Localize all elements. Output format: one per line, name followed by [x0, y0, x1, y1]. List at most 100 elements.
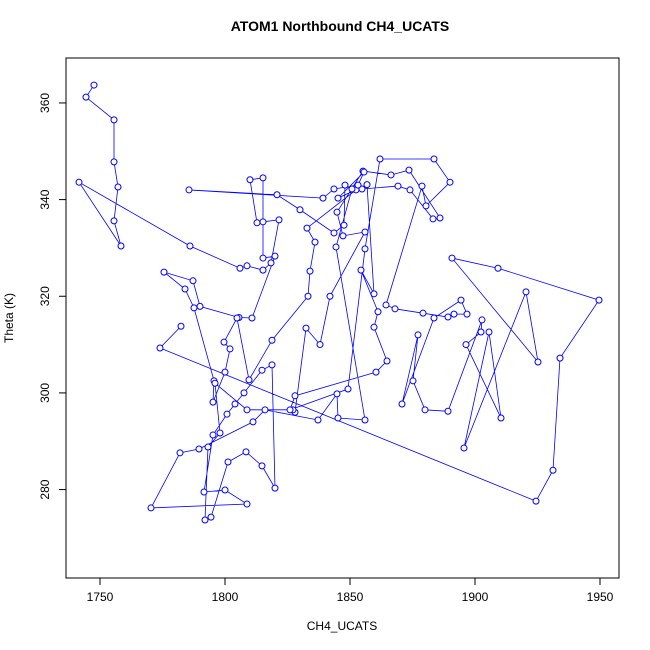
data-point: [326, 292, 334, 300]
data-point: [372, 368, 380, 376]
data-point: [460, 444, 468, 452]
data-point: [196, 302, 204, 310]
data-point: [271, 484, 279, 492]
data-point: [243, 500, 251, 508]
y-tick-label: 360: [38, 93, 52, 113]
data-point: [221, 486, 229, 494]
data-point: [497, 414, 505, 422]
data-point: [532, 497, 540, 505]
data-point: [333, 390, 341, 398]
data-point: [176, 449, 184, 457]
data-point: [376, 155, 384, 163]
data-point: [419, 309, 427, 317]
data-point: [275, 216, 283, 224]
data-point: [383, 357, 391, 365]
data-point: [549, 466, 557, 474]
data-point: [556, 354, 564, 362]
data-point: [147, 504, 155, 512]
data-point: [344, 385, 352, 393]
data-point: [195, 445, 203, 453]
data-point: [430, 314, 438, 322]
data-point: [450, 310, 458, 318]
data-point: [207, 513, 215, 521]
data-point: [334, 414, 342, 422]
data-point: [406, 186, 414, 194]
data-point: [444, 407, 452, 415]
data-point: [357, 266, 365, 274]
x-tick-label: 1850: [337, 590, 364, 604]
data-point: [414, 331, 422, 339]
data-point: [240, 389, 248, 397]
data-point: [304, 292, 312, 300]
data-point: [485, 328, 493, 336]
data-point: [394, 182, 402, 190]
data-point: [190, 304, 198, 312]
data-point: [534, 358, 542, 366]
data-point: [360, 168, 368, 176]
data-point: [242, 448, 250, 456]
data-point: [330, 229, 338, 237]
data-point: [201, 516, 209, 524]
data-point: [332, 243, 340, 251]
data-point: [185, 186, 193, 194]
data-point: [258, 366, 266, 374]
data-point: [224, 458, 232, 466]
data-point: [236, 264, 244, 272]
data-point: [223, 410, 231, 418]
x-tick-label: 1750: [87, 590, 114, 604]
data-point: [354, 181, 362, 189]
data-point: [258, 462, 266, 470]
y-axis-label: Theta (K): [2, 293, 16, 343]
data-point: [421, 406, 429, 414]
data-point: [259, 174, 267, 182]
data-point: [110, 158, 118, 166]
data-point: [457, 296, 465, 304]
chart-title: ATOM1 Northbound CH4_UCATS: [231, 18, 450, 34]
data-point: [303, 224, 311, 232]
data-line: [78, 84, 600, 521]
data-point: [361, 245, 369, 253]
y-tick-label: 340: [38, 189, 52, 209]
y-tick-label: 300: [38, 383, 52, 403]
data-point: [209, 398, 217, 406]
data-point: [233, 314, 241, 322]
x-tick-label: 1900: [462, 590, 489, 604]
y-tick-label: 280: [38, 479, 52, 499]
x-axis-label: CH4_UCATS: [307, 619, 377, 633]
data-point: [339, 232, 347, 240]
data-point: [156, 344, 164, 352]
data-point: [253, 219, 261, 227]
data-point: [595, 296, 603, 304]
data-point: [478, 316, 486, 324]
data-point: [494, 264, 502, 272]
data-point: [231, 400, 239, 408]
data-point: [370, 290, 378, 298]
data-point: [330, 185, 338, 193]
data-point: [363, 181, 371, 189]
data-point: [268, 336, 276, 344]
data-point: [261, 406, 269, 414]
data-point: [259, 254, 267, 262]
data-point: [430, 155, 438, 163]
data-point: [259, 266, 267, 274]
data-point: [306, 267, 314, 275]
data-point: [387, 171, 395, 179]
data-point: [374, 308, 382, 316]
data-point: [361, 228, 369, 236]
data-point: [398, 400, 406, 408]
data-point: [245, 376, 253, 384]
data-point: [226, 345, 234, 353]
data-point: [334, 194, 342, 202]
data-point: [259, 218, 267, 226]
data-point: [405, 166, 413, 174]
data-point: [391, 305, 399, 313]
data-point: [90, 81, 98, 89]
data-point: [181, 285, 189, 293]
data-point: [333, 208, 341, 216]
data-point: [348, 185, 356, 193]
data-point: [311, 238, 319, 246]
data-point: [160, 268, 168, 276]
data-point: [186, 242, 194, 250]
